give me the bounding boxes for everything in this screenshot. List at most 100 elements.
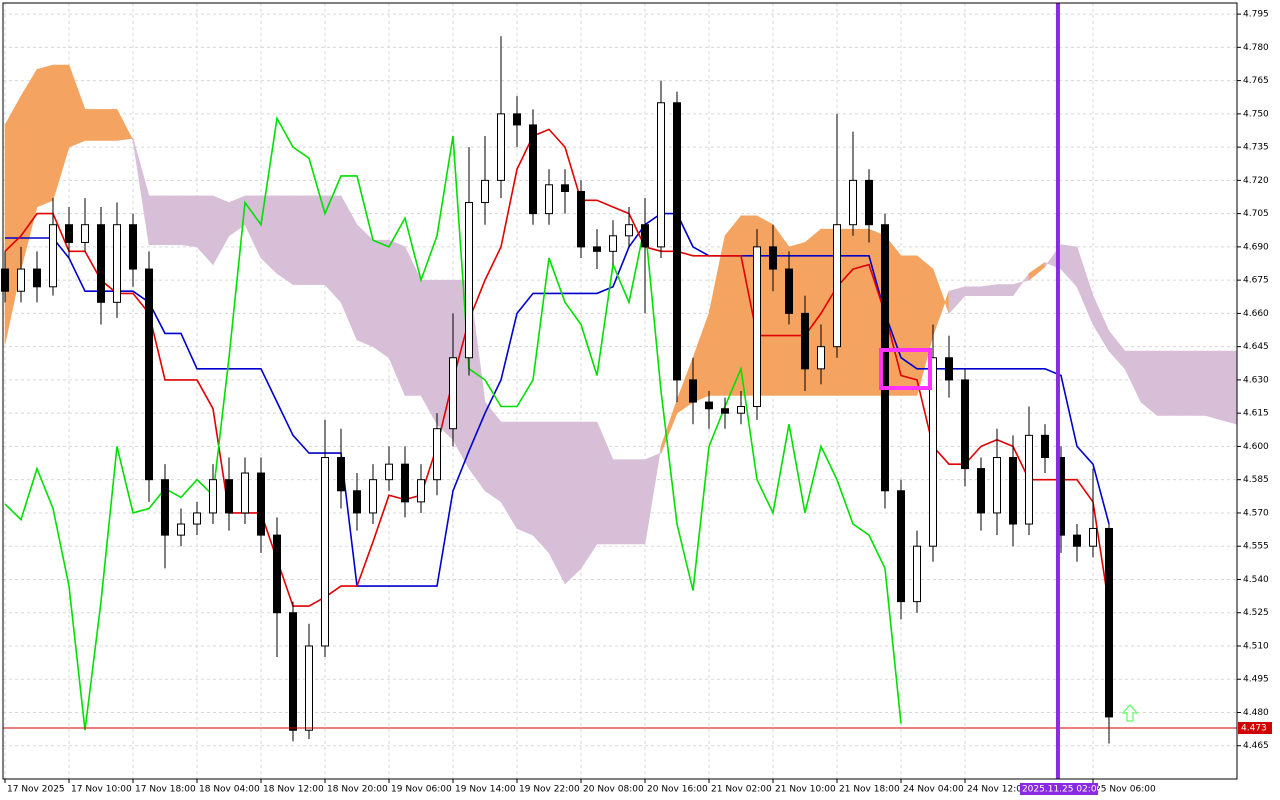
candle-body — [289, 612, 297, 731]
price-label: 4.473 — [1241, 724, 1267, 734]
candle-body — [577, 190, 585, 248]
candle-body — [481, 179, 489, 204]
candle-body — [145, 268, 153, 481]
candle-body — [785, 268, 793, 314]
cursor-label-bg — [1019, 783, 1098, 795]
x-tick-label: 21 Nov 10:00 — [775, 785, 836, 795]
candle-body — [545, 184, 553, 215]
candle-body — [657, 102, 665, 248]
candle-body — [865, 179, 873, 226]
candle-body — [321, 457, 329, 647]
y-tick-label: 4.630 — [1243, 375, 1269, 385]
candle-body — [977, 468, 985, 514]
x-tick-label: 17 Nov 18:00 — [135, 785, 196, 795]
x-tick-label: 18 Nov 20:00 — [327, 785, 388, 795]
y-tick-label: 4.525 — [1243, 608, 1269, 618]
cloud-segment — [100, 109, 118, 141]
cloud-segment — [292, 195, 310, 285]
price-label-bg — [1238, 722, 1272, 735]
y-tick-label: 4.510 — [1243, 641, 1269, 651]
candle-body — [97, 224, 105, 303]
highlight-box — [879, 348, 932, 390]
candle-body — [561, 184, 569, 192]
x-tick-label: 17 Nov 10:00 — [71, 785, 132, 795]
y-tick-label: 4.615 — [1243, 409, 1269, 419]
cloud-segment — [1172, 350, 1190, 416]
candle-body — [273, 534, 281, 614]
cloud-segment — [1188, 350, 1206, 416]
candle-body — [65, 224, 73, 243]
y-tick-label: 4.495 — [1243, 675, 1269, 685]
cloud-segment — [164, 195, 182, 245]
x-tick-label: 20 Nov 08:00 — [583, 785, 644, 795]
cursor-label: 2025.11.25 02:00 — [1022, 785, 1103, 795]
candle-body — [993, 457, 1001, 514]
candle-body — [353, 490, 361, 514]
cloud-segment — [980, 284, 998, 296]
candle-body — [1041, 434, 1049, 459]
candle-body — [81, 224, 89, 243]
x-tick-label: 19 Nov 14:00 — [455, 785, 516, 795]
candle-body — [721, 408, 729, 414]
candle-body — [433, 428, 441, 481]
x-tick-label: 18 Nov 12:00 — [263, 785, 324, 795]
candle-body — [897, 490, 905, 603]
y-tick-label: 4.660 — [1243, 309, 1269, 319]
candle-body — [337, 457, 345, 492]
plot-frame — [2, 2, 1238, 780]
x-tick-label: 24 Nov 04:00 — [903, 785, 964, 795]
candle-body — [769, 246, 777, 270]
cloud-segment — [308, 195, 326, 285]
candle-body — [465, 202, 473, 359]
cloud-segment — [628, 459, 646, 545]
indicator-line — [4, 128, 1110, 607]
candle-body — [689, 379, 697, 403]
cloud-segment — [1220, 350, 1238, 425]
candle-body — [161, 479, 169, 536]
y-tick-label: 4.795 — [1243, 10, 1269, 20]
y-tick-label: 4.750 — [1243, 109, 1269, 119]
x-tick-label: 21 Nov 02:00 — [711, 785, 772, 795]
y-tick-label: 4.690 — [1243, 242, 1269, 252]
x-tick-label: 19 Nov 06:00 — [391, 785, 452, 795]
y-tick-label: 4.765 — [1243, 76, 1269, 86]
candle-body — [193, 512, 201, 525]
candle-body — [753, 246, 761, 408]
candle-body — [449, 357, 457, 430]
cloud-segment — [180, 195, 198, 248]
candle-body — [673, 102, 681, 381]
y-tick-label: 4.720 — [1243, 176, 1269, 186]
y-tick-label: 4.675 — [1243, 276, 1269, 286]
candle-body — [1025, 434, 1033, 525]
cloud-segment — [532, 421, 550, 554]
x-tick-label: 18 Nov 04:00 — [199, 785, 260, 795]
y-tick-label: 4.780 — [1243, 43, 1269, 53]
candle-body — [49, 224, 57, 288]
x-tick-label: 21 Nov 18:00 — [839, 785, 900, 795]
y-tick-label: 4.465 — [1243, 741, 1269, 751]
candle-body — [177, 523, 185, 536]
lines-layer — [4, 115, 1110, 731]
cloud-segment — [36, 64, 54, 208]
cloud-segment — [516, 421, 534, 536]
y-tick-label: 4.705 — [1243, 209, 1269, 219]
y-tick-label: 4.480 — [1243, 708, 1269, 718]
candle-body — [113, 224, 121, 303]
cloud-segment — [612, 459, 630, 545]
cloud-segment — [580, 421, 598, 570]
candle-body — [33, 268, 41, 288]
cloud-segment — [276, 195, 294, 286]
candle-body — [929, 357, 937, 547]
y-tick-label: 4.645 — [1243, 342, 1269, 352]
overlay-layer: 4.473 2025.11.25 02:00 — [3, 3, 1272, 795]
y-tick-label: 4.555 — [1243, 542, 1269, 552]
candle-body — [513, 113, 521, 126]
candle-body — [833, 224, 841, 348]
cloud-segment — [324, 195, 342, 304]
cloud-segment — [900, 255, 918, 396]
indicator-line — [5, 212, 1110, 587]
candle-body — [913, 545, 921, 603]
cloud-segment — [804, 228, 822, 396]
candle-body — [705, 401, 713, 410]
